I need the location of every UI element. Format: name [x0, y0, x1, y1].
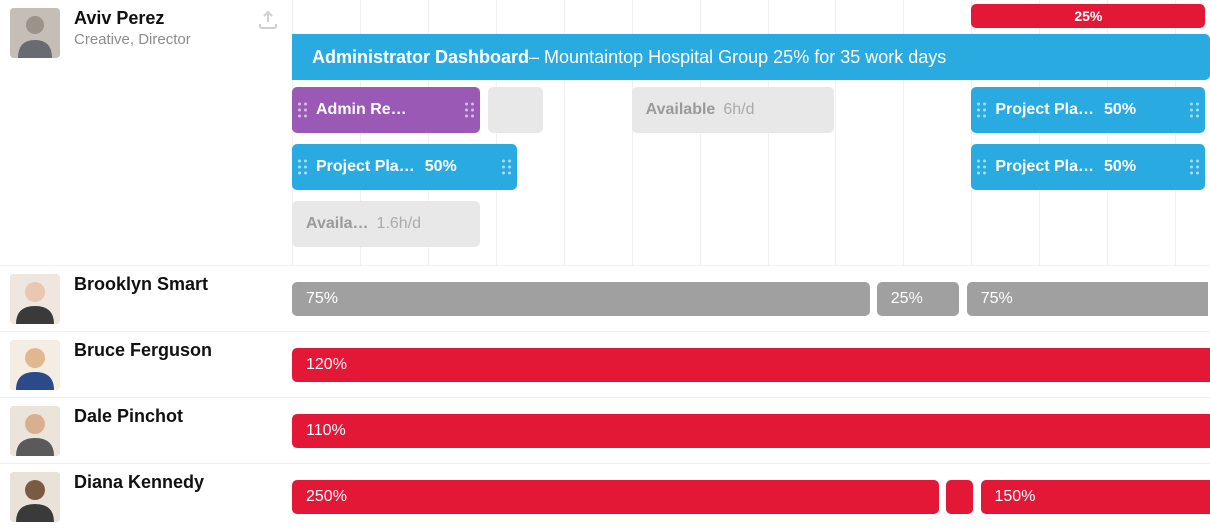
bar-label: 25% [891, 290, 923, 308]
task-label: Project Pla… [316, 158, 415, 176]
allocation-bar[interactable]: 75% [292, 282, 870, 316]
task-pct: 50% [425, 158, 457, 176]
person-info: Brooklyn Smart [74, 274, 208, 323]
available-block: Available 6h/d [632, 87, 834, 133]
person-cell[interactable]: Bruce Ferguson [0, 332, 292, 397]
person-name: Aviv Perez [74, 8, 191, 29]
allocation-bar[interactable]: 25% [877, 282, 960, 316]
person-cell[interactable]: Dale Pinchot [0, 398, 292, 463]
timeline: 120% [292, 332, 1210, 397]
overload-label: 25% [1074, 8, 1102, 24]
person-role: Creative, Director [74, 31, 191, 48]
task-pct: 50% [1104, 158, 1136, 176]
person-info: Bruce Ferguson [74, 340, 212, 389]
overload-bar[interactable]: 110% [292, 414, 1210, 448]
upload-icon[interactable] [256, 8, 280, 32]
overload-bar[interactable]: 120% [292, 348, 1210, 382]
person-info: Aviv Perez Creative, Director [74, 8, 191, 257]
task-label: Project Pla… [995, 101, 1094, 119]
person-name: Diana Kennedy [74, 472, 204, 493]
available-label: Available [646, 101, 716, 119]
resource-row-bruce: Bruce Ferguson 120% [0, 331, 1210, 397]
task-label: Project Pla… [995, 158, 1094, 176]
person-icon [10, 8, 60, 58]
resource-row-diana: Diana Kennedy 250% 150% [0, 463, 1210, 529]
avatar [10, 8, 60, 58]
resource-row-brooklyn: Brooklyn Smart 75% 25% 75% [0, 265, 1210, 331]
task-block[interactable]: Project Pla… 50% [971, 87, 1205, 133]
timeline: 110% [292, 398, 1210, 463]
person-cell[interactable]: Brooklyn Smart [0, 266, 292, 331]
timeline: 75% 25% 75% [292, 266, 1210, 331]
task-block[interactable]: Project Pla… 50% [971, 144, 1205, 190]
person-name: Brooklyn Smart [74, 274, 208, 295]
resource-row-aviv: Aviv Perez Creative, Director 25% Admini… [0, 0, 1210, 265]
banner-subtitle: – Mountaintop Hospital Group 25% for 35 … [529, 47, 946, 68]
person-name: Bruce Ferguson [74, 340, 212, 361]
available-label: Availa… [306, 215, 369, 233]
project-banner[interactable]: Administrator Dashboard – Mountaintop Ho… [292, 34, 1210, 80]
avatar [10, 406, 60, 456]
overload-bar[interactable]: 250% [292, 480, 939, 514]
available-block: Availa… 1.6h/d [292, 201, 480, 247]
person-info: Diana Kennedy [74, 472, 204, 521]
timeline: 25% Administrator Dashboard – Mountainto… [292, 0, 1210, 265]
person-name: Dale Pinchot [74, 406, 183, 427]
overload-bar[interactable] [946, 480, 974, 514]
bar-label: 120% [306, 356, 347, 374]
available-hours: 6h/d [723, 101, 754, 119]
bar-label: 75% [306, 290, 338, 308]
bar-label: 75% [981, 290, 1013, 308]
overload-bar[interactable]: 150% [981, 480, 1210, 514]
bar-label: 110% [306, 422, 346, 440]
allocation-bar[interactable]: 75% [967, 282, 1208, 316]
timeline: 250% 150% [292, 464, 1210, 529]
available-hours: 1.6h/d [377, 215, 421, 233]
task-pct: 50% [1104, 101, 1136, 119]
resource-row-dale: Dale Pinchot 110% [0, 397, 1210, 463]
avatar [10, 274, 60, 324]
bar-label: 250% [306, 488, 347, 506]
task-block[interactable]: Project Pla… 50% [292, 144, 517, 190]
task-label: Admin Re… [316, 101, 407, 119]
person-info: Dale Pinchot [74, 406, 183, 455]
avatar [10, 472, 60, 522]
placeholder-block [488, 87, 543, 133]
avatar [10, 340, 60, 390]
overload-bar[interactable]: 25% [971, 4, 1205, 28]
task-block[interactable]: Admin Re… [292, 87, 480, 133]
person-cell[interactable]: Diana Kennedy [0, 464, 292, 529]
bar-label: 150% [995, 488, 1036, 506]
person-cell[interactable]: Aviv Perez Creative, Director [0, 0, 292, 265]
banner-title: Administrator Dashboard [312, 47, 529, 68]
